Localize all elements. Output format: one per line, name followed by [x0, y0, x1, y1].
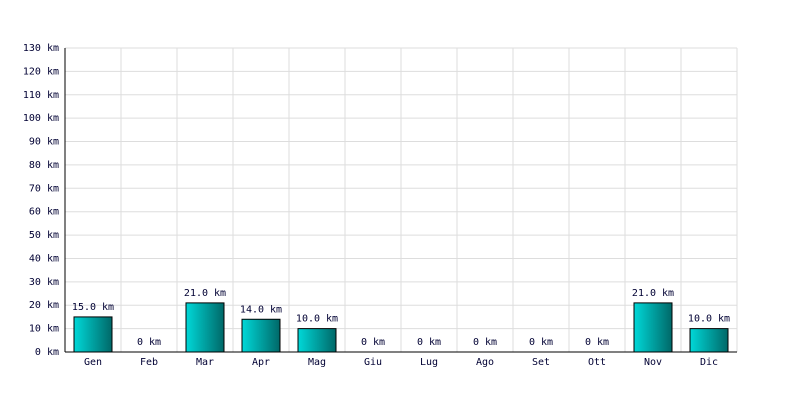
value-label: 0 km	[473, 337, 497, 348]
x-tick-label: Giu	[364, 357, 382, 368]
value-label: 15.0 km	[72, 302, 114, 313]
y-tick-label: 100 km	[23, 113, 59, 124]
value-label: 0 km	[361, 337, 385, 348]
value-label: 21.0 km	[632, 288, 674, 299]
y-tick-label: 0 km	[35, 347, 59, 358]
bar	[73, 316, 113, 353]
y-tick-label: 70 km	[29, 183, 59, 194]
x-tick-label: Mag	[308, 357, 326, 368]
x-tick-label: Ago	[476, 357, 494, 368]
value-label: 21.0 km	[184, 288, 226, 299]
bar	[297, 328, 337, 353]
value-label: 0 km	[137, 337, 161, 348]
value-label: 0 km	[417, 337, 441, 348]
y-tick-label: 20 km	[29, 300, 59, 311]
value-label: 14.0 km	[240, 304, 282, 315]
value-label: 10.0 km	[296, 314, 338, 325]
x-tick-label: Nov	[644, 357, 662, 368]
value-label: 0 km	[529, 337, 553, 348]
x-tick-label: Feb	[140, 357, 158, 368]
bar	[185, 302, 225, 353]
x-tick-label: Lug	[420, 357, 438, 368]
y-tick-label: 120 km	[23, 66, 59, 77]
x-tick-label: Dic	[700, 357, 718, 368]
y-tick-label: 30 km	[29, 277, 59, 288]
y-tick-label: 130 km	[23, 43, 59, 54]
y-tick-label: 90 km	[29, 137, 59, 148]
y-tick-label: 80 km	[29, 160, 59, 171]
bar	[241, 318, 281, 353]
x-tick-label: Mar	[196, 357, 214, 368]
x-tick-label: Ott	[588, 357, 606, 368]
y-tick-label: 110 km	[23, 90, 59, 101]
x-tick-label: Gen	[84, 357, 102, 368]
y-tick-label: 50 km	[29, 230, 59, 241]
value-label: 10.0 km	[688, 314, 730, 325]
y-tick-label: 40 km	[29, 253, 59, 264]
bar	[689, 328, 729, 353]
y-tick-label: 10 km	[29, 324, 59, 335]
x-tick-label: Apr	[252, 357, 270, 368]
x-tick-label: Set	[532, 357, 550, 368]
value-label: 0 km	[585, 337, 609, 348]
bar	[633, 302, 673, 353]
y-tick-label: 60 km	[29, 207, 59, 218]
